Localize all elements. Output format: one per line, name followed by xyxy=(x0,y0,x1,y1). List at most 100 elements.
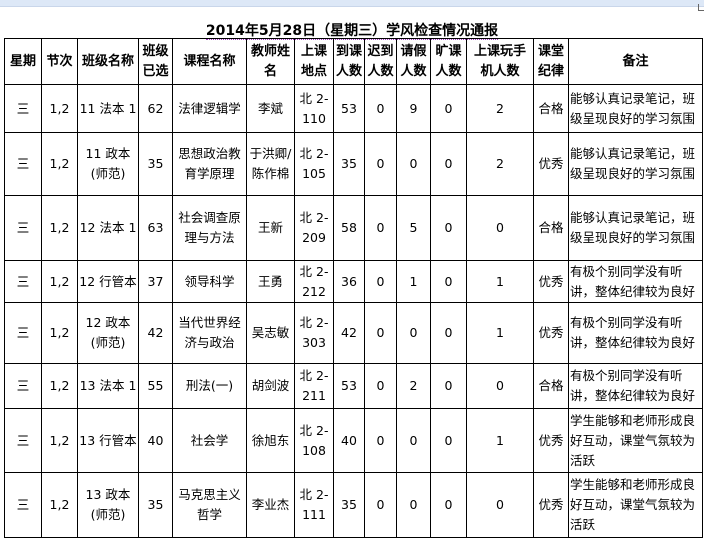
cell-present: 35 xyxy=(333,132,365,196)
cell-absent: 0 xyxy=(430,84,467,133)
cell-discipline: 优秀 xyxy=(533,408,569,473)
cell-weekday: 三 xyxy=(4,132,42,196)
cell-location: 北 2-303 xyxy=(294,302,334,364)
cell-weekday: 三 xyxy=(4,302,42,364)
cell-teacher: 于洪卿/陈作棉 xyxy=(246,132,295,196)
cell-location: 北 2-209 xyxy=(294,195,334,261)
table-row: 三 1,2 11 政本 (师范) 35 思想政治教育学原理 于洪卿/陈作棉北 2-105 3… xyxy=(4,132,703,196)
cell-period: 1,2 xyxy=(41,84,78,133)
cell-present: 40 xyxy=(333,408,365,473)
title-text: 2014年5月28日（星期三）学风检查情况通报 xyxy=(205,23,499,40)
cell-class-name: 12 行管本 xyxy=(77,260,139,303)
cell-phone: 2 xyxy=(466,132,534,196)
cell-discipline: 优秀 xyxy=(533,260,569,303)
cell-present: 35 xyxy=(333,472,365,538)
cell-period: 1,2 xyxy=(41,260,78,303)
cell-teacher: 王勇 xyxy=(246,260,295,303)
cell-teacher: 李业杰 xyxy=(246,472,295,538)
cell-class-name: 12 法本 1 xyxy=(77,195,139,261)
column-header: 迟到人数 xyxy=(364,38,397,85)
cell-location: 北 2-212 xyxy=(294,260,334,303)
page-title: 2014年5月28日（星期三）学风检查情况通报 xyxy=(0,20,704,40)
cell-period: 1,2 xyxy=(41,132,78,196)
cell-class-name: 13 行管本 xyxy=(77,408,139,473)
cell-present: 53 xyxy=(333,84,365,133)
cell-class-name: 11 法本 1 xyxy=(77,84,139,133)
cell-weekday: 三 xyxy=(4,195,42,261)
cell-phone: 0 xyxy=(466,472,534,538)
cell-location: 北 2-105 xyxy=(294,132,334,196)
cell-late: 0 xyxy=(364,302,397,364)
cell-absent: 0 xyxy=(430,302,467,364)
cell-late: 0 xyxy=(364,408,397,473)
cell-leave: 0 xyxy=(396,472,431,538)
cell-phone: 1 xyxy=(466,302,534,364)
cell-teacher: 李斌 xyxy=(246,84,295,133)
cell-late: 0 xyxy=(364,260,397,303)
window-top-bar xyxy=(0,0,704,7)
cell-phone: 0 xyxy=(466,195,534,261)
cell-late: 0 xyxy=(364,363,397,409)
table-row: 三 1,2 12 行管本 37 领导科学 王勇北 2-212 36 0 1 0 1 优秀 有极个别同学没… xyxy=(4,260,703,303)
cell-phone: 1 xyxy=(466,408,534,473)
table-row: 三 1,2 13 法本 1 55 刑法(一) 胡剑波北 2-211 53 0 2 0 0 合格 有极个别… xyxy=(4,363,703,409)
column-header: 旷课人数 xyxy=(430,38,467,85)
cell-period: 1,2 xyxy=(41,408,78,473)
cell-leave: 5 xyxy=(396,195,431,261)
cell-class-name: 11 政本 (师范) xyxy=(77,132,139,196)
cell-late: 0 xyxy=(364,195,397,261)
cell-note: 有极个别同学没有听讲，整体纪律较为良好 xyxy=(568,302,703,364)
cell-course: 当代世界经济与政治 xyxy=(172,302,247,364)
cell-discipline: 合格 xyxy=(533,84,569,133)
cell-weekday: 三 xyxy=(4,472,42,538)
cell-class-name: 13 法本 1 xyxy=(77,363,139,409)
cell-late: 0 xyxy=(364,132,397,196)
cell-leave: 2 xyxy=(396,363,431,409)
table-row: 三 1,2 12 法本 1 63 社会调查原理与方法 王新北 2-209 58 0 5 0 0 合格能… xyxy=(4,195,703,261)
cell-course: 法律逻辑学 xyxy=(172,84,247,133)
cell-absent: 0 xyxy=(430,363,467,409)
cell-course: 领导科学 xyxy=(172,260,247,303)
cell-absent: 0 xyxy=(430,472,467,538)
cell-note: 学生能够和老师形成良好互动，课堂气氛较为活跃 xyxy=(568,472,703,538)
cell-enrolled: 40 xyxy=(138,408,173,473)
cell-course: 思想政治教育学原理 xyxy=(172,132,247,196)
cell-discipline: 合格 xyxy=(533,363,569,409)
cell-discipline: 优秀 xyxy=(533,472,569,538)
cell-enrolled: 35 xyxy=(138,472,173,538)
cell-weekday: 三 xyxy=(4,408,42,473)
table-row: 三 1,2 11 法本 1 62 法律逻辑学 李斌北 2-110 53 0 9 0 2 合格 能够认真记… xyxy=(4,84,703,133)
cell-enrolled: 37 xyxy=(138,260,173,303)
cell-class-name: 13 政本 (师范) xyxy=(77,472,139,538)
cell-note: 能够认真记录笔记，班级呈现良好的学习氛围 xyxy=(568,195,703,261)
cell-note: 有极个别同学没有听讲，整体纪律较为良好 xyxy=(568,363,703,409)
cell-leave: 0 xyxy=(396,302,431,364)
cell-course: 社会调查原理与方法 xyxy=(172,195,247,261)
cell-absent: 0 xyxy=(430,195,467,261)
cell-location: 北 2-211 xyxy=(294,363,334,409)
cell-present: 36 xyxy=(333,260,365,303)
cell-teacher: 胡剑波 xyxy=(246,363,295,409)
column-header: 备注 xyxy=(568,38,703,85)
cell-note: 能够认真记录笔记，班级呈现良好的学习氛围 xyxy=(568,132,703,196)
cell-teacher: 徐旭东 xyxy=(246,408,295,473)
cell-teacher: 吴志敏 xyxy=(246,302,295,364)
cell-weekday: 三 xyxy=(4,363,42,409)
cell-teacher: 王新 xyxy=(246,195,295,261)
column-header: 教师姓名 xyxy=(246,38,295,85)
cell-late: 0 xyxy=(364,472,397,538)
column-header: 课程名称 xyxy=(172,38,247,85)
resize-corner-icon xyxy=(698,4,704,11)
column-header: 节次 xyxy=(41,38,78,85)
cell-weekday: 三 xyxy=(4,84,42,133)
column-header: 上课地点 xyxy=(294,38,334,85)
cell-phone: 0 xyxy=(466,363,534,409)
cell-present: 53 xyxy=(333,363,365,409)
column-header: 课堂纪律 xyxy=(533,38,569,85)
cell-course: 刑法(一) xyxy=(172,363,247,409)
cell-course: 马克思主义哲学 xyxy=(172,472,247,538)
cell-enrolled: 35 xyxy=(138,132,173,196)
table-header-row: 星期 节次 班级名称 班级已选 课程名称 教师姓名 上课地点 到课人数 迟到人数 请假人数 旷课人数… xyxy=(4,38,703,85)
cell-late: 0 xyxy=(364,84,397,133)
cell-note: 能够认真记录笔记，班级呈现良好的学习氛围 xyxy=(568,84,703,133)
